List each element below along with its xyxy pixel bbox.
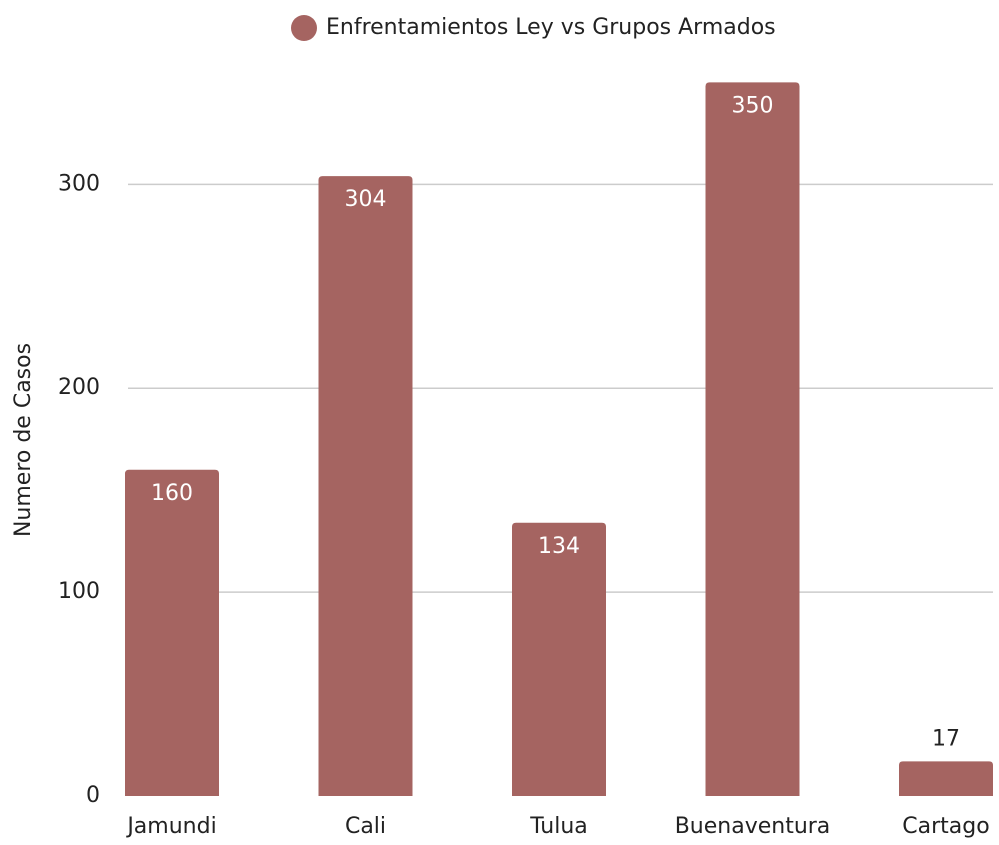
x-tick-label: Buenaventura bbox=[675, 814, 831, 839]
legend-swatch bbox=[291, 15, 317, 41]
y-tick-label: 0 bbox=[86, 783, 100, 808]
bar bbox=[705, 82, 800, 796]
data-label: 160 bbox=[151, 481, 193, 506]
x-tick-label: Cartago bbox=[902, 814, 989, 839]
bar bbox=[318, 176, 413, 796]
data-label: 17 bbox=[932, 726, 960, 751]
data-label: 134 bbox=[538, 534, 580, 559]
x-tick-label: Cali bbox=[345, 814, 386, 839]
y-axis-label: Numero de Casos bbox=[11, 343, 36, 537]
legend-label: Enfrentamientos Ley vs Grupos Armados bbox=[326, 15, 776, 40]
data-label: 350 bbox=[732, 93, 774, 118]
y-tick-label: 300 bbox=[58, 171, 100, 196]
bar bbox=[125, 469, 219, 796]
data-label: 304 bbox=[345, 187, 387, 212]
y-tick-label: 100 bbox=[58, 579, 100, 604]
y-tick-label: 200 bbox=[58, 375, 100, 400]
bar bbox=[899, 761, 993, 796]
x-tick-label: Tulua bbox=[529, 814, 588, 839]
x-tick-label: Jamundi bbox=[125, 814, 216, 839]
bar bbox=[512, 522, 606, 796]
